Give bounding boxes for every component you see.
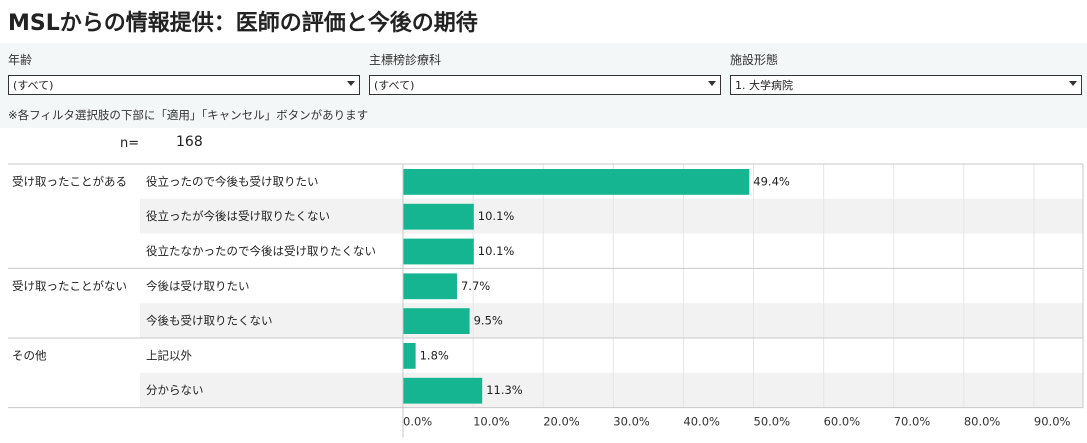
- data-label: 9.5%: [474, 314, 503, 328]
- page-title: MSLからの情報提供：医師の評価と今後の期待: [8, 11, 478, 36]
- filter-age-value: (すべて): [13, 79, 54, 92]
- bar: [403, 343, 416, 369]
- chevron-down-icon: [708, 81, 716, 86]
- x-tick-label: 30.0%: [613, 415, 650, 429]
- n-value: 168: [176, 134, 203, 150]
- chevron-down-icon: [1069, 81, 1077, 86]
- filter-age-select[interactable]: (すべて): [8, 75, 360, 95]
- filter-specialty-select[interactable]: (すべて): [369, 75, 721, 95]
- x-tick-label: 10.0%: [473, 415, 510, 429]
- category-label: 役立たなかったので今後は受け取りたくない: [146, 244, 376, 258]
- x-tick-label: 50.0%: [754, 415, 791, 429]
- category-label: 分からない: [146, 383, 204, 397]
- data-label: 10.1%: [478, 244, 515, 258]
- bar: [403, 169, 750, 195]
- bar: [403, 377, 483, 404]
- category-label: 今後は受け取りたい: [146, 279, 250, 293]
- bar: [403, 273, 457, 300]
- filter-facility-label: 施設形態: [730, 53, 779, 67]
- row-stripe: [140, 372, 1083, 408]
- x-tick-label: 40.0%: [683, 415, 720, 429]
- category-label: 役立ったので今後も受け取りたい: [146, 174, 319, 188]
- data-label: 7.7%: [461, 279, 490, 293]
- bar: [403, 308, 470, 334]
- x-tick-label: 70.0%: [894, 415, 931, 429]
- x-tick-label: 60.0%: [824, 415, 861, 429]
- bar: [403, 203, 474, 230]
- filter-age-label: 年齢: [8, 53, 33, 67]
- x-tick-label: 90.0%: [1034, 415, 1071, 429]
- category-label: 役立ったが今後は受け取りたくない: [146, 209, 330, 223]
- filter-specialty-value: (すべて): [374, 79, 415, 92]
- data-label: 49.4%: [753, 174, 790, 188]
- filter-facility-value: 1. 大学病院: [735, 79, 793, 92]
- filter-facility-select[interactable]: 1. 大学病院: [730, 75, 1082, 95]
- filter-panel: 年齢 (すべて) 主標榜診療科 (すべて) 施設形態 1. 大学病院: [0, 43, 1087, 128]
- data-label: 1.8%: [420, 348, 449, 362]
- row-stripe: [140, 303, 1083, 338]
- chevron-down-icon: [347, 81, 355, 86]
- group-label: 受け取ったことがない: [12, 279, 127, 293]
- filter-specialty-label: 主標榜診療科: [369, 53, 442, 67]
- bar: [403, 238, 474, 265]
- x-tick-label: 80.0%: [964, 415, 1001, 429]
- category-label: 今後も受け取りたくない: [146, 314, 273, 328]
- x-tick-label: 20.0%: [543, 415, 580, 429]
- category-label: 上記以外: [146, 348, 192, 362]
- x-tick-label: 0.0%: [403, 415, 432, 429]
- group-label: 受け取ったことがある: [12, 174, 127, 188]
- data-label: 10.1%: [478, 209, 515, 223]
- row-stripe: [140, 198, 1083, 234]
- data-label: 11.3%: [486, 383, 523, 397]
- group-label: その他: [12, 348, 47, 362]
- filter-note: ※各フィルタ選択肢の下部に「適用」「キャンセル」ボタンがあります: [8, 108, 369, 122]
- n-label: n=: [120, 136, 140, 151]
